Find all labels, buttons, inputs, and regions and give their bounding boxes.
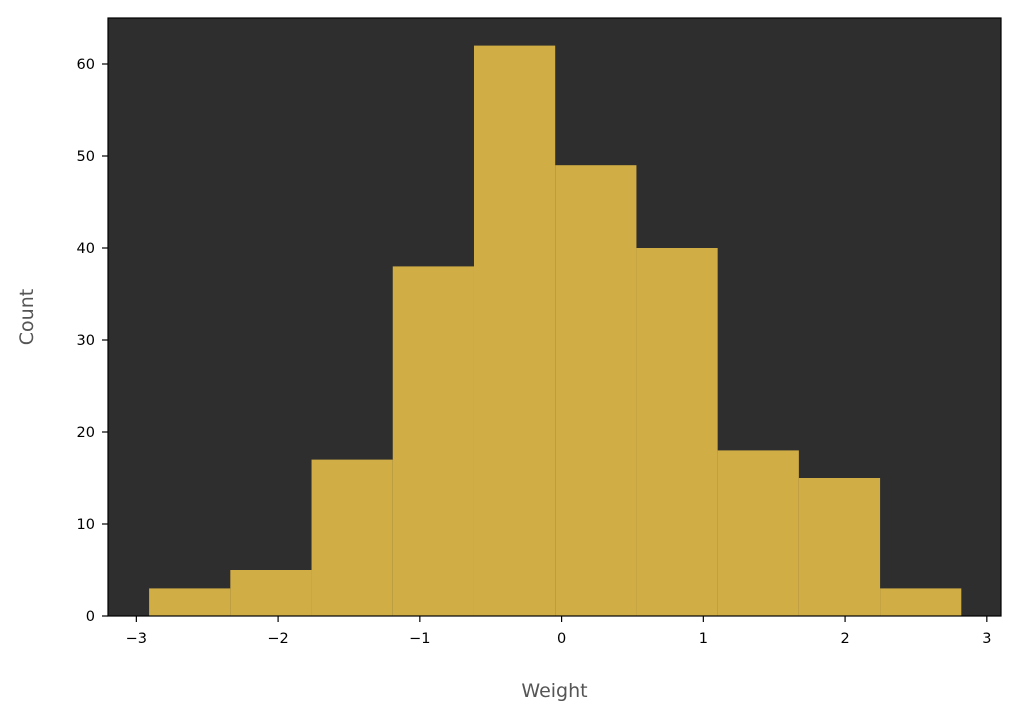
x-axis-label: Weight bbox=[521, 680, 587, 702]
histogram-bar bbox=[880, 588, 962, 616]
x-tick-label: 1 bbox=[699, 631, 708, 647]
histogram-bar bbox=[636, 248, 718, 616]
histogram-bar bbox=[311, 459, 393, 616]
x-tick-label: 3 bbox=[982, 631, 991, 647]
histogram-bar bbox=[392, 266, 474, 616]
histogram-bar bbox=[230, 570, 312, 616]
x-tick-label: 0 bbox=[557, 631, 566, 647]
histogram-bar bbox=[717, 450, 799, 616]
plot-frame bbox=[107, 17, 1002, 617]
histogram-bar bbox=[473, 45, 556, 617]
y-tick-label: 40 bbox=[77, 241, 95, 257]
x-tick-label: 2 bbox=[840, 631, 849, 647]
y-tick-label: 0 bbox=[86, 609, 95, 625]
y-axis-ticks: 0 10 20 30 40 50 60 bbox=[77, 57, 108, 625]
histogram-bar bbox=[149, 588, 231, 616]
histogram-bar bbox=[798, 478, 881, 616]
y-tick-label: 20 bbox=[77, 425, 95, 441]
y-tick-label: 30 bbox=[77, 333, 95, 349]
y-axis-label: Count bbox=[16, 289, 38, 345]
y-tick-label: 10 bbox=[77, 517, 95, 533]
y-tick-label: 60 bbox=[77, 57, 95, 73]
x-axis-ticks: −3 −2 −1 0 1 2 3 bbox=[126, 616, 991, 647]
x-tick-label: −2 bbox=[267, 631, 288, 647]
y-tick-label: 50 bbox=[77, 149, 95, 165]
histogram-bar bbox=[555, 165, 637, 616]
x-tick-label: −3 bbox=[126, 631, 147, 647]
x-tick-label: −1 bbox=[409, 631, 430, 647]
bars-group bbox=[149, 45, 962, 617]
